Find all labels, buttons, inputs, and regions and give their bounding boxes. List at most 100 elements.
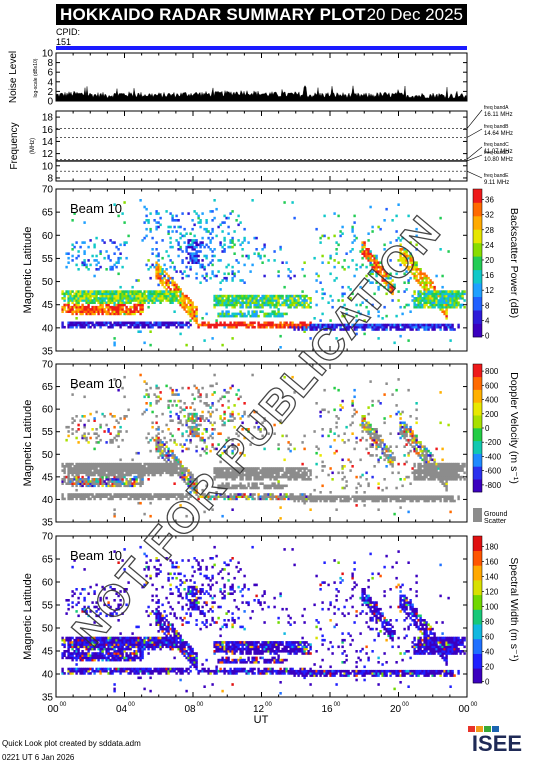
vel-cell (183, 443, 185, 446)
power-cell (237, 261, 239, 264)
vel-cell (75, 489, 77, 492)
power-cell (431, 281, 433, 284)
vel-cell (83, 396, 85, 399)
power-cell (411, 328, 413, 331)
vel-cell (405, 461, 407, 464)
vel-cell (303, 435, 305, 438)
vel-cell (199, 454, 201, 457)
vel-cell (343, 465, 345, 468)
vel-cell (181, 387, 183, 390)
vel-cell (233, 404, 235, 407)
power-cell (263, 275, 265, 278)
power-cell (321, 255, 323, 258)
vel-cell (337, 472, 339, 475)
power-cell (161, 268, 163, 271)
vel-cell (125, 430, 127, 433)
power-cell (123, 221, 125, 224)
freq-band-leader (467, 110, 482, 129)
power-cell (227, 310, 229, 313)
vel-cell (289, 443, 291, 446)
power-cell (169, 237, 171, 240)
vel-cell (163, 437, 165, 440)
vel-cell (105, 424, 107, 427)
vel-cell (63, 498, 65, 501)
power-cell (199, 246, 201, 249)
vel-cell (155, 415, 157, 418)
vel-cell (175, 389, 177, 392)
power-ytick-label: 60 (42, 231, 54, 242)
power-cell (189, 324, 191, 327)
power-cell (149, 330, 151, 333)
power-cell (439, 328, 441, 331)
power-cell (215, 275, 217, 278)
power-cell (297, 328, 299, 331)
power-cell (169, 241, 171, 244)
power-cell (315, 228, 317, 231)
power-cell (199, 226, 201, 229)
freq-band-label: freq bandD (484, 150, 509, 156)
power-cell (91, 255, 93, 258)
power-cell (289, 277, 291, 280)
power-cell (157, 212, 159, 215)
power-cell (219, 288, 221, 291)
power-cell (109, 259, 111, 262)
vel-cell (391, 452, 393, 455)
vel-cell (123, 396, 125, 399)
vel-cell (333, 439, 335, 442)
vel-cell (117, 422, 119, 425)
vel-cell (149, 450, 151, 453)
power-cell (211, 230, 213, 233)
power-cell (169, 259, 171, 262)
vel-cell (83, 424, 85, 427)
power-cell (173, 310, 175, 313)
vel-cell (345, 426, 347, 429)
vel-cell (371, 400, 373, 403)
power-cell (77, 268, 79, 271)
power-cell (393, 342, 395, 345)
noise-ytick-label: 6 (47, 68, 53, 79)
vel-cell (227, 400, 229, 403)
power-cell (335, 277, 337, 280)
freq-band-value: 9.11 MHz (484, 180, 509, 186)
vel-cell (355, 504, 357, 507)
power-cell (227, 217, 229, 220)
power-cell (155, 241, 157, 244)
freq-band-value: 14.64 MHz (484, 131, 513, 137)
power-cell (263, 244, 265, 247)
vel-cell (335, 426, 337, 429)
vel-cell (119, 430, 121, 433)
vel-cell (349, 469, 351, 472)
power-cell (391, 219, 393, 222)
power-cell (237, 239, 239, 242)
power-cell (395, 215, 397, 218)
power-cell (181, 212, 183, 215)
power-cell (93, 246, 95, 249)
power-cell (235, 304, 237, 307)
power-cell (211, 237, 213, 240)
power-cell (145, 215, 147, 218)
power-cell (197, 215, 199, 218)
vel-cell (321, 461, 323, 464)
vel-cell (383, 393, 385, 396)
power-cell (209, 239, 211, 242)
vel-cell (89, 437, 91, 440)
power-colorbar-seg (473, 216, 482, 230)
vel-cell (137, 452, 139, 455)
vel-cell (231, 411, 233, 414)
vel-cell (359, 459, 361, 462)
vel-cell (335, 450, 337, 453)
vel-cell (227, 406, 229, 409)
power-cell (87, 259, 89, 262)
power-cell (139, 199, 141, 202)
vel-cell (319, 454, 321, 457)
vel-cell (213, 422, 215, 425)
power-cell (65, 266, 67, 269)
power-cell (253, 326, 255, 329)
vel-cell (145, 389, 147, 392)
vel-cell (407, 476, 409, 479)
vel-cell (91, 428, 93, 431)
vel-cell (67, 426, 69, 429)
power-cell (187, 275, 189, 278)
vel-cell (327, 474, 329, 477)
power-cell (223, 244, 225, 247)
